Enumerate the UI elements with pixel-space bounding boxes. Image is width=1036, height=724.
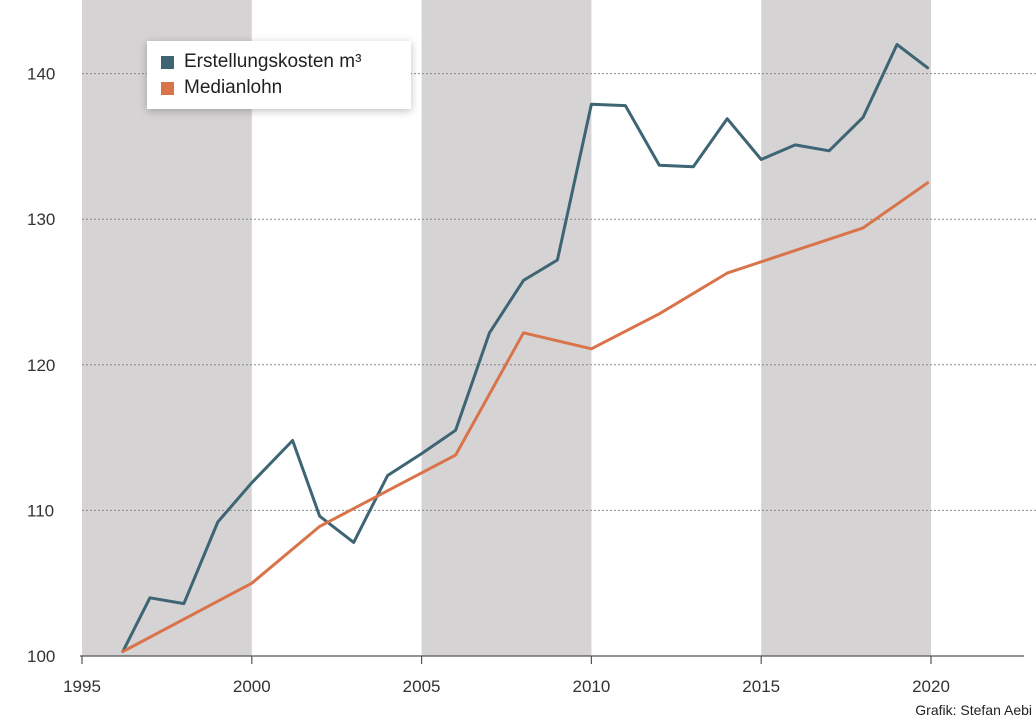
series-line-0 [121, 43, 930, 654]
series-line-1 [121, 181, 930, 654]
legend-label-medianlohn: Medianlohn [184, 77, 283, 98]
shaded-band-2 [761, 0, 931, 656]
y-tick-label: 120 [27, 356, 55, 375]
gridlines [82, 73, 1036, 511]
legend-item-medianlohn: Medianlohn [161, 76, 282, 100]
legend-label-erstellungskosten: Erstellungskosten m³ [184, 51, 362, 72]
x-tick-label: 2010 [572, 677, 610, 696]
x-tick-label: 2000 [233, 677, 271, 696]
y-tick-labels: 100 110 120 130 140 [27, 65, 55, 666]
x-tick-label: 1995 [63, 677, 101, 696]
y-tick-label: 130 [27, 210, 55, 229]
shaded-bands [82, 0, 931, 656]
x-axis [80, 655, 1024, 664]
legend-swatch-medianlohn [161, 81, 174, 95]
series-lines [121, 43, 930, 654]
legend: Erstellungskosten m³ Medianlohn [147, 41, 411, 109]
credit: Grafik: Stefan Aebi [915, 702, 1032, 718]
x-tick-label: 2005 [403, 677, 441, 696]
shaded-band-0 [82, 0, 252, 656]
x-tick-labels: 1995 2000 2005 2010 2015 2020 [63, 677, 950, 696]
x-tick-label: 2020 [912, 677, 950, 696]
legend-swatch-erstellungskosten [161, 55, 174, 69]
x-tick-label: 2015 [742, 677, 780, 696]
y-tick-label: 100 [27, 647, 55, 666]
shaded-band-1 [421, 0, 592, 656]
y-tick-label: 110 [27, 501, 54, 520]
y-tick-label: 140 [27, 65, 55, 84]
legend-item-erstellungskosten: Erstellungskosten m³ [161, 50, 361, 74]
